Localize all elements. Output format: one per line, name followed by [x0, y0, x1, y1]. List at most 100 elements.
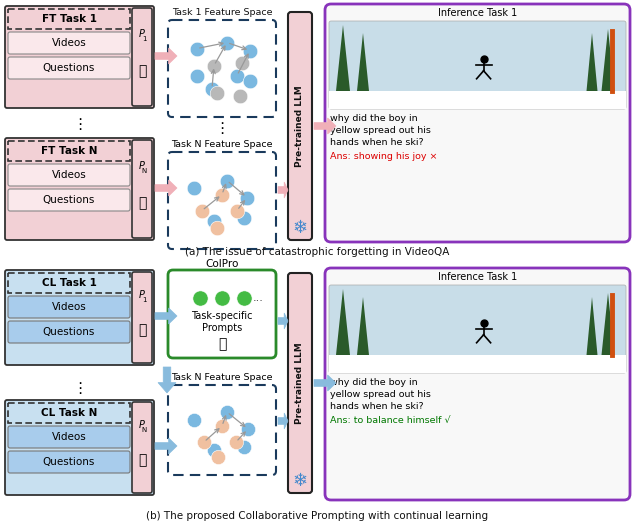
Text: Task N Feature Space: Task N Feature Space: [171, 373, 273, 382]
Text: 1: 1: [142, 36, 146, 42]
Polygon shape: [314, 375, 336, 391]
Polygon shape: [278, 313, 288, 329]
Text: P: P: [139, 29, 145, 39]
Point: [213, 453, 223, 461]
Bar: [8, 9, 130, 29]
Point: [232, 206, 242, 215]
Bar: [8, 141, 130, 161]
Text: (a) The issue of catastrophic forgetting in VideoQA: (a) The issue of catastrophic forgetting…: [185, 247, 449, 257]
FancyBboxPatch shape: [8, 426, 130, 448]
Polygon shape: [357, 33, 369, 91]
FancyBboxPatch shape: [288, 12, 312, 240]
Text: Ans: to balance himself √: Ans: to balance himself √: [330, 416, 451, 425]
Text: (b) The proposed Collaborative Prompting with continual learning: (b) The proposed Collaborative Prompting…: [146, 511, 488, 521]
Text: Inference Task 1: Inference Task 1: [438, 8, 517, 18]
Polygon shape: [314, 118, 336, 134]
Polygon shape: [329, 355, 626, 373]
Polygon shape: [329, 91, 626, 109]
Point: [209, 446, 219, 454]
Text: Task 1 Feature Space: Task 1 Feature Space: [172, 8, 272, 17]
Polygon shape: [602, 29, 614, 91]
Text: ⋮: ⋮: [72, 116, 87, 132]
Point: [237, 58, 247, 67]
Point: [232, 72, 242, 80]
FancyBboxPatch shape: [5, 138, 154, 240]
Point: [245, 76, 255, 85]
Text: CL Task 1: CL Task 1: [42, 278, 97, 288]
FancyBboxPatch shape: [288, 273, 312, 493]
Point: [242, 193, 252, 201]
Text: FT Task N: FT Task N: [41, 146, 98, 156]
Point: [222, 176, 232, 185]
Text: Questions: Questions: [43, 195, 95, 205]
FancyBboxPatch shape: [8, 451, 130, 473]
Text: ⋮: ⋮: [72, 382, 87, 397]
Polygon shape: [586, 33, 597, 91]
Point: [209, 61, 219, 69]
Text: Ans: showing his joy ×: Ans: showing his joy ×: [330, 152, 437, 161]
Point: [479, 318, 489, 327]
FancyBboxPatch shape: [8, 164, 130, 186]
Text: CL Task N: CL Task N: [41, 408, 98, 418]
Polygon shape: [336, 25, 350, 91]
Text: ...: ...: [252, 293, 264, 303]
FancyBboxPatch shape: [132, 140, 152, 238]
Text: Videos: Videos: [51, 38, 86, 48]
Text: N: N: [141, 168, 146, 174]
Polygon shape: [155, 180, 177, 196]
Point: [199, 438, 209, 446]
Bar: [8, 273, 130, 293]
Text: 🔥: 🔥: [218, 337, 226, 351]
Polygon shape: [357, 297, 369, 355]
Text: FT Task 1: FT Task 1: [42, 14, 97, 24]
Point: [189, 416, 199, 424]
FancyBboxPatch shape: [329, 285, 626, 373]
FancyBboxPatch shape: [8, 57, 130, 79]
Point: [217, 294, 227, 302]
Point: [222, 38, 232, 46]
Text: P: P: [139, 290, 145, 300]
FancyBboxPatch shape: [5, 6, 154, 108]
Point: [235, 91, 245, 100]
FancyBboxPatch shape: [168, 270, 276, 358]
Polygon shape: [278, 413, 288, 429]
Point: [239, 294, 249, 302]
FancyBboxPatch shape: [8, 32, 130, 54]
Point: [243, 425, 253, 433]
Point: [479, 55, 489, 63]
Text: why did the boy in
yellow spread out his
hands when he ski?: why did the boy in yellow spread out his…: [330, 114, 431, 147]
FancyBboxPatch shape: [132, 8, 152, 106]
Text: 🔥: 🔥: [138, 323, 146, 337]
Text: ColPro: ColPro: [205, 259, 238, 269]
Text: Videos: Videos: [51, 170, 86, 180]
Point: [217, 422, 227, 430]
Point: [245, 46, 255, 55]
FancyBboxPatch shape: [8, 321, 130, 343]
Point: [209, 216, 219, 224]
Polygon shape: [278, 182, 288, 198]
Text: 🔥: 🔥: [138, 453, 146, 467]
Point: [217, 191, 227, 199]
Text: Inference Task 1: Inference Task 1: [438, 272, 517, 282]
Text: ❄: ❄: [292, 472, 307, 490]
Text: Videos: Videos: [51, 432, 86, 442]
Polygon shape: [602, 293, 614, 355]
FancyBboxPatch shape: [325, 4, 630, 242]
FancyBboxPatch shape: [5, 400, 154, 495]
Text: Task-specific
Prompts: Task-specific Prompts: [191, 311, 253, 333]
Text: ⋮: ⋮: [214, 121, 230, 136]
Point: [212, 88, 222, 97]
Point: [212, 223, 222, 232]
FancyBboxPatch shape: [132, 402, 152, 493]
FancyBboxPatch shape: [8, 296, 130, 318]
Point: [207, 85, 217, 93]
Text: N: N: [141, 427, 146, 433]
Polygon shape: [155, 308, 177, 324]
Text: ❄: ❄: [292, 219, 307, 237]
Point: [195, 294, 205, 302]
Text: Questions: Questions: [43, 327, 95, 337]
FancyBboxPatch shape: [132, 272, 152, 363]
Text: Questions: Questions: [43, 457, 95, 467]
Polygon shape: [336, 289, 350, 355]
Text: Pre-trained LLM: Pre-trained LLM: [295, 342, 304, 424]
